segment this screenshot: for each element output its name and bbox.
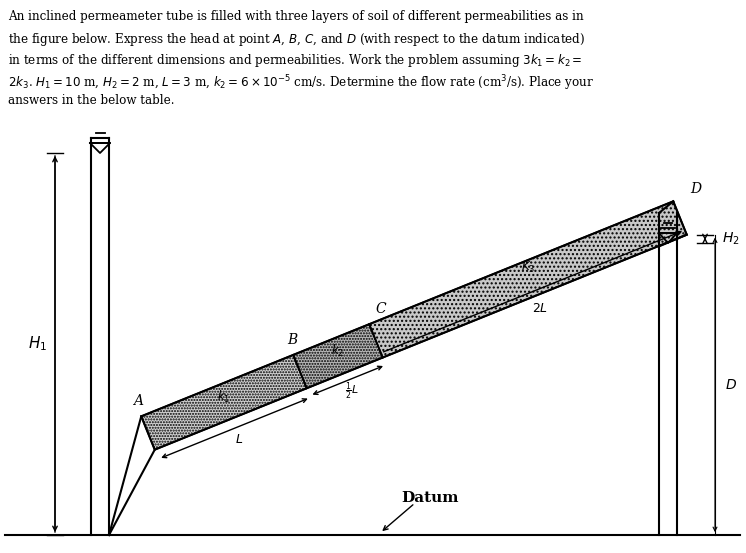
Text: $k_1$: $k_1$ bbox=[217, 389, 231, 405]
Text: in terms of the different dimensions and permeabilities. Work the problem assumi: in terms of the different dimensions and… bbox=[8, 52, 583, 69]
Text: $2k_3$. $H_1 = 10$ m, $H_2 = 2$ m, $L = 3$ m, $k_2 = 6\times10^{-5}$ cm/s. Deter: $2k_3$. $H_1 = 10$ m, $H_2 = 2$ m, $L = … bbox=[8, 73, 594, 92]
Text: $H_1$: $H_1$ bbox=[28, 335, 48, 353]
Text: C: C bbox=[376, 302, 386, 316]
Text: $D$: $D$ bbox=[725, 378, 737, 392]
Text: $H_2$: $H_2$ bbox=[722, 231, 739, 247]
Polygon shape bbox=[293, 324, 383, 388]
Text: $\frac{1}{2}L$: $\frac{1}{2}L$ bbox=[345, 380, 359, 402]
Text: B: B bbox=[287, 333, 297, 347]
Polygon shape bbox=[369, 201, 687, 358]
Text: answers in the below table.: answers in the below table. bbox=[8, 94, 175, 107]
Text: D: D bbox=[690, 182, 701, 196]
Text: A: A bbox=[133, 394, 143, 408]
Text: Datum: Datum bbox=[401, 491, 459, 505]
Polygon shape bbox=[141, 355, 307, 450]
Text: $K_3$: $K_3$ bbox=[521, 260, 535, 275]
Text: $k_2$: $k_2$ bbox=[331, 343, 345, 359]
Text: $2L$: $2L$ bbox=[532, 302, 548, 315]
Text: $L$: $L$ bbox=[235, 433, 243, 446]
Text: the figure below. Express the head at point $A$, $B$, $C$, and $D$ (with respect: the figure below. Express the head at po… bbox=[8, 31, 585, 48]
Text: An inclined permeameter tube is filled with three layers of soil of different pe: An inclined permeameter tube is filled w… bbox=[8, 10, 583, 23]
